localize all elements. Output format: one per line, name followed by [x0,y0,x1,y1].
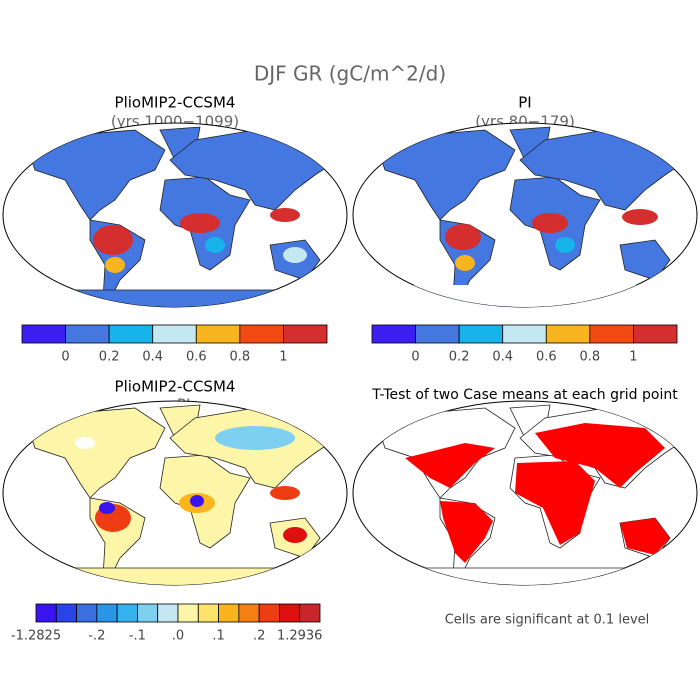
colorbar-swatch [96,603,118,623]
colorbar-label: 1 [629,350,637,365]
colorbar-swatch [239,324,284,344]
no-data [353,285,697,307]
region [270,486,300,500]
colorbar-swatch [633,324,678,344]
note: Cells are significant at 0.1 level [445,613,650,628]
colorbar-label: 0.2 [449,350,470,365]
colorbar-swatch [258,603,280,623]
colorbar-label: .0 [172,629,184,644]
colorbar-swatch [76,603,98,623]
significant-region [535,423,665,488]
colorbar-swatch [197,603,219,623]
region [532,213,568,233]
colorbar-label: 0.2 [99,350,120,365]
colorbar-label: -.2 [88,629,105,644]
colorbar-swatch [108,324,154,344]
colorbar-swatch [35,603,57,623]
colorbar-swatch [21,324,66,344]
region [75,437,95,449]
map [352,400,698,586]
region [555,237,575,253]
colorbar-swatch [458,324,504,344]
region [180,213,220,233]
colorbar-label: 0.8 [230,350,251,365]
colorbar-label: 0 [411,350,419,365]
colorbar-swatch [589,324,634,344]
panel-title: PlioMIP2-CCSM4 [115,378,236,396]
colorbar-label: .1 [212,629,224,644]
map [352,122,698,308]
colorbar-swatch [195,324,241,344]
colorbar-swatch [238,603,260,623]
panel-title: PlioMIP2-CCSM4 [115,94,236,112]
colorbar-label: .2 [253,629,265,644]
significant-region [620,518,670,555]
map [2,400,348,586]
colorbar-swatch [218,603,240,623]
colorbar-label: 0.6 [536,350,557,365]
colorbar-swatch [299,603,321,623]
colorbar-swatch [116,603,138,623]
region [190,495,204,507]
region [283,247,307,263]
colorbar-swatch [137,603,159,623]
colorbar-label: 0.4 [492,350,513,365]
region [455,255,475,271]
colorbar-swatch [283,324,328,344]
colorbar-label: 1 [279,350,287,365]
region [622,209,658,225]
region [205,237,225,253]
colorbar-swatch [157,603,179,623]
colorbar-swatch [55,603,77,623]
region [105,257,125,273]
map [2,122,348,308]
region [270,208,300,222]
colorbar-label: 0.6 [186,350,207,365]
colorbar-swatch [371,324,416,344]
colorbar-label: -1.2825 [11,629,61,644]
colorbar-swatch [502,324,547,344]
colorbar-swatch [279,603,301,623]
colorbars: 0 0.2 0.4 0.6 0.8 1 0 0.2 0.4 0.6 0.8 1 -1.2825 -.2 -.… [11,324,678,644]
colorbar-label: 0.4 [142,350,163,365]
colorbar-swatch [415,324,460,344]
region [93,225,133,255]
region [215,426,295,450]
colorbar-label: 0 [61,350,69,365]
colorbar-label: 0.8 [580,350,601,365]
panel-title: T-Test of two Case means at each grid po… [371,387,678,403]
panel-title: PI [518,94,531,112]
colorbar-swatch [152,324,197,344]
figure-title: DJF GR (gC/m^2/d) [254,62,446,86]
region [445,224,481,250]
colorbar-swatch [545,324,591,344]
significant-region [440,501,493,563]
region [99,502,115,514]
colorbar-label: 1.2936 [277,629,323,644]
colorbar-swatch [177,603,199,623]
region [283,527,307,543]
colorbar-swatch [65,324,110,344]
significant-region [405,443,495,488]
colorbar-label: -.1 [129,629,146,644]
significant-region [515,461,595,545]
